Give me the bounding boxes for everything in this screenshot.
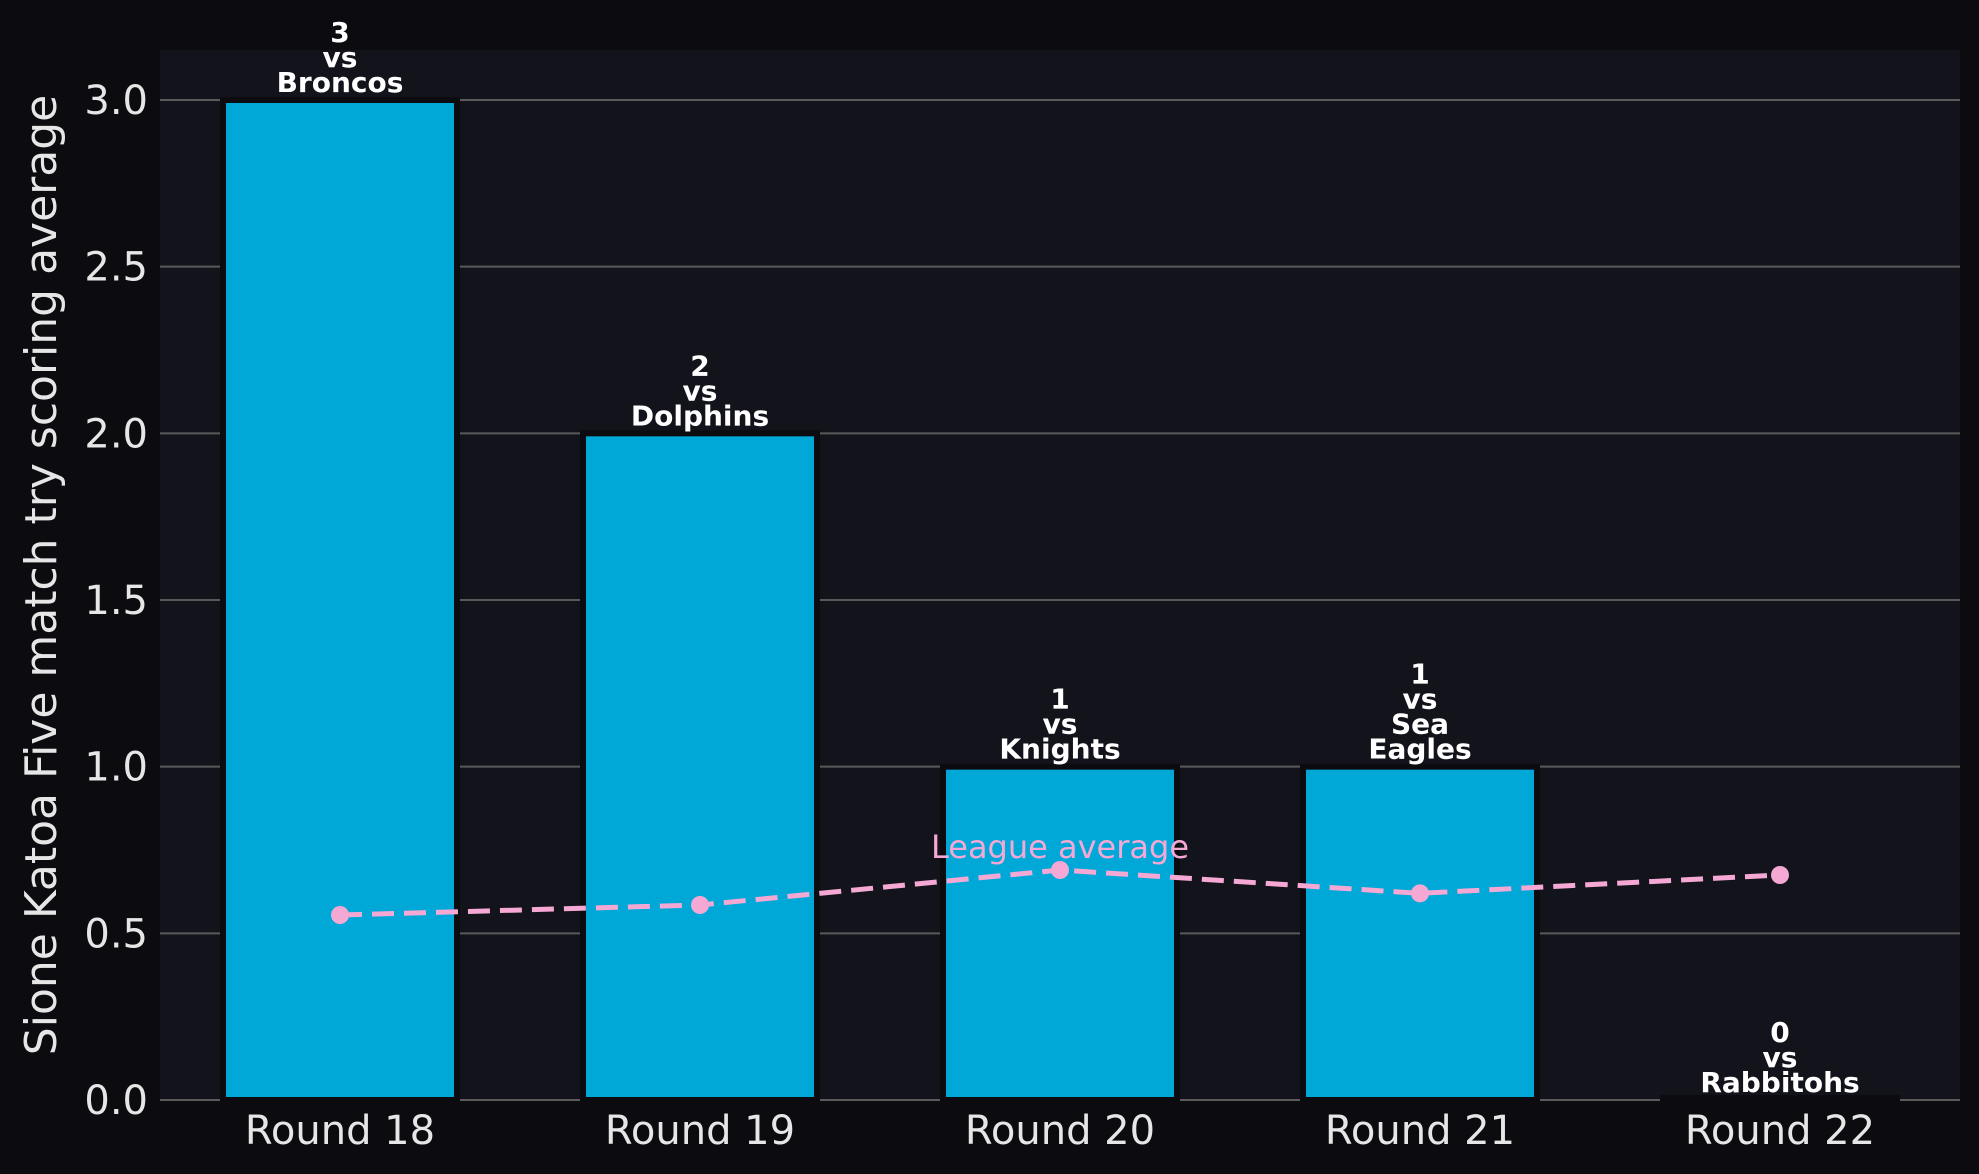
x-tick-label: Round 20	[965, 1108, 1155, 1154]
y-tick-label: 3.0	[84, 78, 148, 124]
bar-value-label: vs	[1403, 683, 1438, 716]
y-tick-label: 1.5	[84, 578, 148, 624]
bar-value-label: Rabbitohs	[1700, 1066, 1859, 1099]
bar-value-label: Sea	[1391, 708, 1449, 741]
bar-value-label: Eagles	[1368, 733, 1471, 766]
bar-value-label: Broncos	[277, 66, 404, 99]
bar-value-label: 1	[1410, 658, 1429, 691]
league-average-point	[1411, 884, 1429, 903]
bar-value-label: Dolphins	[631, 399, 769, 432]
x-tick-label: Round 19	[605, 1108, 795, 1154]
league-average-line: League average	[331, 828, 1789, 924]
bar-value-label: Knights	[999, 733, 1120, 766]
league-average-point	[1051, 861, 1069, 879]
bar-value-label: vs	[1043, 708, 1078, 741]
bar-value-label: 1	[1050, 683, 1069, 716]
bar-labels: 3vsBroncos2vsDolphins1vsKnights1vsSeaEag…	[277, 16, 1860, 1099]
bar-value-label: vs	[683, 374, 718, 407]
bar	[220, 97, 460, 1103]
league-average-label: League average	[931, 828, 1189, 866]
bar-value-label: 3	[330, 16, 349, 49]
league-average-point	[331, 906, 349, 924]
y-tick-label: 1.0	[84, 745, 148, 791]
bar	[580, 430, 820, 1104]
bar-value-label: vs	[1763, 1041, 1798, 1074]
y-axis-title: Sione Katoa Five match try scoring avera…	[16, 95, 67, 1055]
bar	[940, 763, 1180, 1104]
bar	[1300, 763, 1540, 1104]
bar-value-label: vs	[323, 41, 358, 74]
league-average-point	[691, 896, 709, 914]
x-tick-label: Round 22	[1685, 1108, 1875, 1154]
y-tick-label: 2.0	[84, 411, 148, 457]
league-average-point	[1771, 866, 1789, 884]
y-tick-label: 2.5	[84, 245, 148, 291]
y-tick-label: 0.0	[84, 1078, 148, 1124]
x-tick-label: Round 18	[245, 1108, 435, 1154]
bar-value-label: 2	[690, 349, 709, 382]
bars	[220, 97, 1900, 1104]
bar	[1660, 1095, 1900, 1103]
bar-value-label: 0	[1770, 1016, 1789, 1049]
axes: 0.0 0.5 1.0 1.5 2.0 2.5 3.0 Round 18 Round 19 Rou…	[84, 78, 1875, 1154]
y-tick-label: 0.5	[84, 911, 148, 957]
x-tick-label: Round 21	[1325, 1108, 1515, 1154]
